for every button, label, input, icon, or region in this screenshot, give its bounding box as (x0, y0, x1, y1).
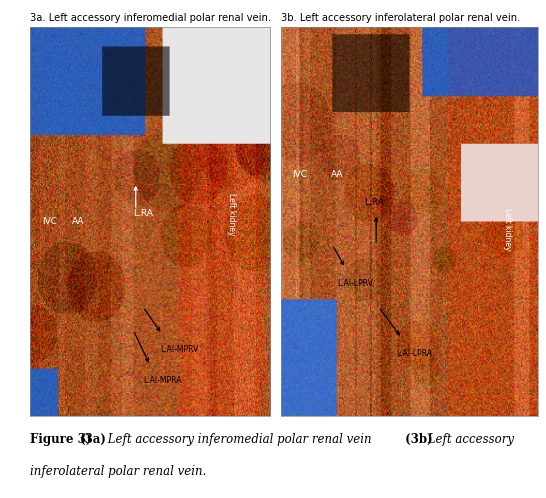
Text: (3b): (3b) (401, 433, 433, 446)
Text: 3a. Left accessory inferomedial polar renal vein.: 3a. Left accessory inferomedial polar re… (30, 13, 271, 23)
Text: Left accessory: Left accessory (424, 433, 514, 446)
Text: (3a): (3a) (80, 433, 107, 446)
Text: Left accessory inferomedial polar renal vein: Left accessory inferomedial polar renal … (104, 433, 371, 446)
Text: inferolateral polar renal vein.: inferolateral polar renal vein. (30, 465, 206, 478)
Text: L.RA: L.RA (364, 198, 383, 207)
Text: Left kidney: Left kidney (502, 208, 512, 250)
Text: L.AI-LPRV: L.AI-LPRV (337, 279, 373, 288)
Text: AA: AA (72, 217, 84, 226)
Text: IVC: IVC (41, 217, 57, 226)
Text: AA: AA (331, 170, 344, 179)
Text: Figure 3): Figure 3) (30, 433, 96, 446)
Text: IVC: IVC (292, 170, 307, 179)
Text: L.AI-MPRA: L.AI-MPRA (143, 376, 181, 385)
Text: 3b. Left accessory inferolateral polar renal vein.: 3b. Left accessory inferolateral polar r… (281, 13, 520, 23)
Text: Left kidney: Left kidney (227, 193, 236, 235)
Text: L.AI-MPRV: L.AI-MPRV (160, 345, 198, 354)
Text: L.AI-LPRA: L.AI-LPRA (396, 349, 432, 358)
Text: L.RA: L.RA (133, 209, 153, 218)
